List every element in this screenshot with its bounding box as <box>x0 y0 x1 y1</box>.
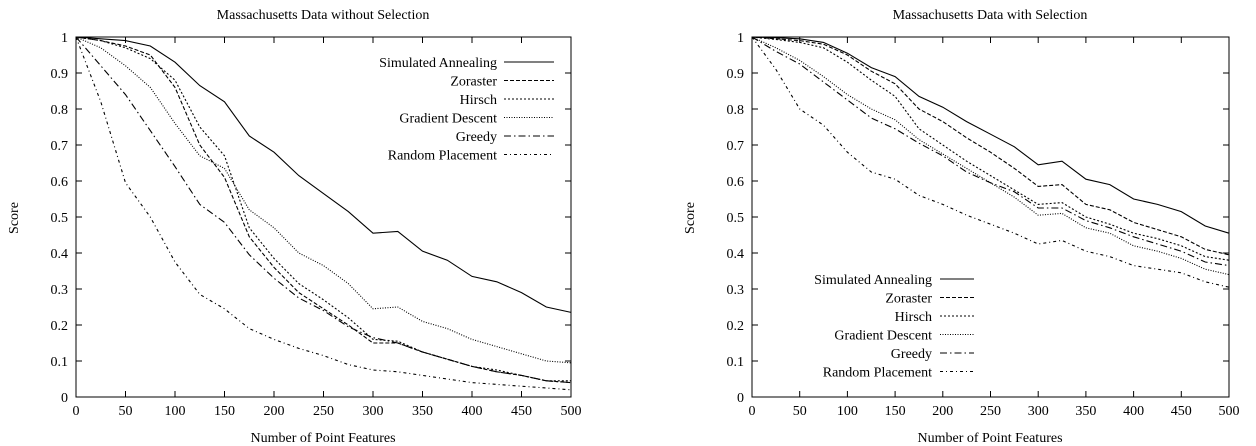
legend: Simulated Annealing Zoraster Hirsch Gradien… <box>379 56 554 164</box>
series-line-greedy <box>751 36 1230 267</box>
legend-label: Random Placement <box>823 366 932 381</box>
y-tick-label: 0.2 <box>51 319 69 334</box>
x-tick-label: 500 <box>561 404 582 419</box>
series-line-simulated-annealing <box>751 36 1230 234</box>
y-tick-label: 1 <box>737 31 744 46</box>
legend-label: Simulated Annealing <box>379 56 497 71</box>
x-tick-label: 400 <box>462 404 483 419</box>
legend-label: Zoraster <box>885 292 932 307</box>
y-tick-label: 0.9 <box>727 67 745 82</box>
x-tick-label: 450 <box>1171 404 1192 419</box>
x-axis-label: Number of Point Features <box>917 431 1062 446</box>
y-tick-label: 0.6 <box>51 175 69 190</box>
y-tick-label: 0.3 <box>727 283 745 298</box>
legend: Simulated Annealing Zoraster Hirsch Gradien… <box>814 273 974 381</box>
x-tick-label: 100 <box>165 404 186 419</box>
x-tick-label: 500 <box>1219 404 1240 419</box>
x-tick-label: 400 <box>1123 404 1144 419</box>
legend-label: Hirsch <box>895 310 932 325</box>
y-tick-label: 0 <box>737 391 744 406</box>
y-tick-label: 0 <box>61 391 68 406</box>
chart-with-selection: Massachusetts Data with Selection Number… <box>683 8 1240 446</box>
x-tick-label: 50 <box>119 404 133 419</box>
chart-title: Massachusetts Data with Selection <box>893 8 1088 23</box>
plot-lines <box>751 36 1230 288</box>
x-tick-label: 150 <box>214 404 235 419</box>
y-tick-label: 0.8 <box>727 103 745 118</box>
x-tick-label: 250 <box>980 404 1001 419</box>
series-line-greedy <box>75 36 572 384</box>
x-tick-label: 0 <box>749 404 756 419</box>
legend-label: Random Placement <box>388 149 497 164</box>
legend-label: Greedy <box>456 130 497 145</box>
legend-label: Simulated Annealing <box>814 273 932 288</box>
y-axis-label: Score <box>7 202 22 234</box>
y-tick-label: 0.4 <box>51 247 69 262</box>
series-line-random-placement <box>75 36 572 391</box>
y-tick-label: 0.9 <box>51 67 69 82</box>
x-tick-label: 300 <box>1028 404 1049 419</box>
series-line-random-placement <box>751 36 1230 288</box>
plot-frame <box>75 36 572 398</box>
y-tick-label: 0.8 <box>51 103 69 118</box>
legend-label: Gradient Descent <box>834 329 932 344</box>
y-tick-label: 0.2 <box>727 319 745 334</box>
x-tick-label: 150 <box>885 404 906 419</box>
plot-lines <box>75 36 572 391</box>
legend-label: Greedy <box>891 347 932 362</box>
chart-without-selection: Massachusetts Data without Selection Num… <box>7 8 582 446</box>
y-tick-label: 0.6 <box>727 175 745 190</box>
x-tick-label: 0 <box>73 404 80 419</box>
y-tick-label: 0.5 <box>727 211 745 226</box>
y-tick-label: 0.1 <box>727 355 745 370</box>
x-tick-label: 300 <box>363 404 384 419</box>
series-line-zoraster <box>751 36 1230 256</box>
x-tick-label: 50 <box>793 404 807 419</box>
y-tick-label: 1 <box>61 31 68 46</box>
y-tick-label: 0.5 <box>51 211 69 226</box>
legend-label: Zoraster <box>450 75 497 90</box>
axis-ticks: 0 0.1 0.2 0.3 0.4 0.5 0.6 0.7 0.8 0.9 1 0 50 100 150 20… <box>727 31 1240 419</box>
legend-label: Hirsch <box>460 93 497 108</box>
series-line-simulated-annealing <box>75 36 572 313</box>
x-tick-label: 350 <box>412 404 433 419</box>
axis-ticks: 0 0.1 0.2 0.3 0.4 0.5 0.6 0.7 0.8 0.9 1 0 50 100 150 20… <box>51 31 582 419</box>
x-tick-label: 100 <box>837 404 858 419</box>
x-tick-label: 200 <box>264 404 285 419</box>
x-tick-label: 200 <box>932 404 953 419</box>
y-tick-label: 0.4 <box>727 247 745 262</box>
x-axis-label: Number of Point Features <box>250 431 395 446</box>
legend-label: Gradient Descent <box>399 112 497 127</box>
y-tick-label: 0.7 <box>727 139 745 154</box>
chart-title: Massachusetts Data without Selection <box>217 8 430 23</box>
y-tick-label: 0.7 <box>51 139 69 154</box>
x-tick-label: 250 <box>313 404 334 419</box>
y-axis-label: Score <box>683 202 698 234</box>
y-tick-label: 0.3 <box>51 283 69 298</box>
plot-frame <box>751 36 1230 398</box>
y-tick-label: 0.1 <box>51 355 69 370</box>
series-line-gradient-descent <box>751 36 1230 276</box>
series-line-hirsch <box>751 36 1230 261</box>
x-tick-label: 450 <box>511 404 532 419</box>
x-tick-label: 350 <box>1075 404 1096 419</box>
series-line-hirsch <box>75 36 571 382</box>
series-line-gradient-descent <box>75 36 572 364</box>
